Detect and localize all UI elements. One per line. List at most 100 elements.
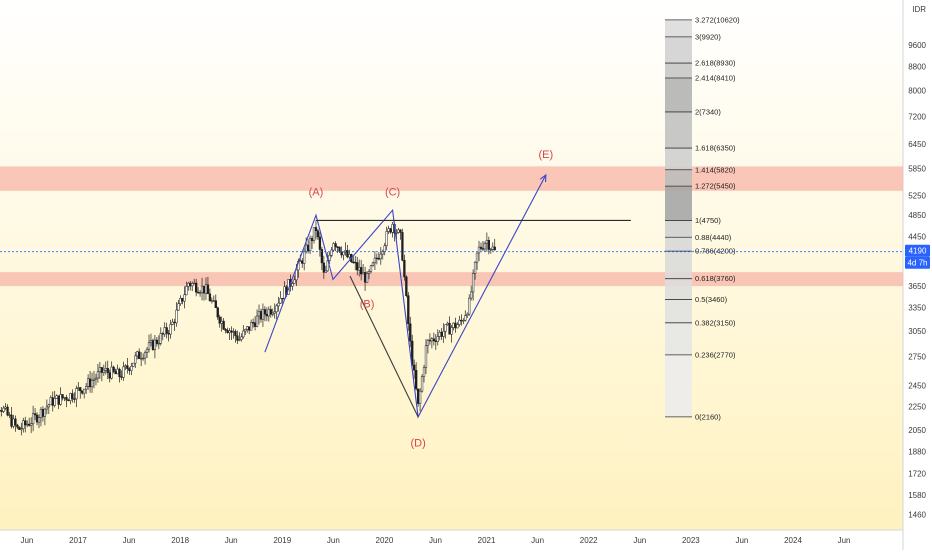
fibonacci-band [665, 220, 692, 238]
candle-body [202, 285, 206, 294]
candle-body [185, 286, 188, 296]
candle-body [420, 376, 424, 392]
candle [185, 281, 188, 296]
candle-body [487, 240, 490, 250]
time-axis[interactable]: Jun 2017 Jun 2018 Jun 2019 Jun 2020 Jun 2021 Jun 20… [20, 536, 850, 545]
plot-background [0, 0, 903, 530]
candle-body [328, 254, 331, 261]
candle-body [169, 324, 172, 335]
candle [456, 322, 459, 329]
candle-body [251, 322, 255, 324]
candle-body [367, 271, 371, 274]
fibonacci-level-label: 1.618(6350) [695, 144, 736, 153]
candle-body [110, 366, 113, 379]
candle-body [112, 366, 115, 372]
candle-body [138, 351, 141, 359]
candle-body [100, 367, 104, 373]
candle [155, 336, 159, 347]
candle-body [452, 322, 455, 328]
candle-body [33, 413, 37, 416]
candle-body [88, 378, 92, 388]
candle [308, 235, 312, 255]
candle-body [275, 305, 278, 313]
candle-body [67, 399, 70, 402]
candle [234, 329, 237, 343]
candle-body [397, 229, 400, 233]
price-axis[interactable]: IDR 9600 8800 8000 7200 6450 5850 5250 4850 4450 4… [908, 5, 926, 520]
candle [324, 265, 327, 273]
candle [59, 387, 62, 406]
price-axis-tick: 2250 [908, 403, 926, 412]
candle [47, 403, 50, 414]
candle-body [403, 260, 406, 278]
time-axis-tick: 2022 [580, 536, 598, 545]
candle-body [387, 228, 390, 232]
candle [371, 261, 375, 267]
candle-body [0, 410, 3, 412]
candle [271, 308, 274, 317]
price-axis-tick: 4850 [908, 211, 926, 220]
time-axis-background[interactable] [0, 530, 903, 550]
candle [263, 306, 267, 322]
candle-body [167, 333, 170, 335]
candle-body [79, 387, 82, 392]
candle [157, 335, 160, 350]
candle-body [454, 322, 457, 329]
fibonacci-level-label: 0.5(3460) [695, 295, 728, 304]
candle-body [407, 295, 410, 324]
candle-body [145, 348, 149, 353]
candle-body [224, 329, 227, 331]
fibonacci-level-label: 0.88(4440) [695, 233, 732, 242]
wave-label: (B) [360, 298, 375, 310]
candle-body [279, 298, 282, 304]
candle-body [141, 357, 145, 360]
candle [458, 315, 461, 327]
candle [356, 256, 359, 276]
candle [216, 306, 219, 320]
candle-body [45, 406, 49, 410]
candle [191, 281, 194, 292]
price-axis-tick: 4450 [908, 233, 926, 242]
candle-body [35, 414, 39, 423]
candle [151, 338, 155, 351]
candle-body [473, 261, 477, 274]
candle-body [477, 246, 481, 254]
candle-body [210, 300, 214, 302]
candle [320, 246, 324, 271]
current-price-badge-box [905, 244, 930, 257]
candle-body [310, 238, 314, 241]
candle-body [0, 410, 1, 412]
candle-body [267, 309, 270, 317]
candle-body [481, 248, 485, 250]
candle [96, 363, 100, 383]
fibonacci-band [665, 237, 692, 252]
candle-body [10, 414, 13, 427]
price-axis-tick: 8800 [908, 63, 926, 72]
candle-body [314, 227, 318, 232]
candle [403, 254, 406, 281]
candle [110, 361, 113, 380]
candle-body [257, 311, 261, 317]
candle-body [381, 251, 384, 255]
price-axis-background[interactable] [903, 0, 932, 550]
candle-body [43, 408, 47, 417]
fibonacci-band [665, 78, 692, 112]
candle-body [405, 276, 408, 296]
candle-body [20, 428, 23, 430]
candle [399, 229, 402, 240]
candle-body [248, 326, 251, 331]
arrow-head-icon [539, 173, 547, 182]
candle [338, 246, 341, 253]
candle [14, 415, 17, 432]
candle [483, 241, 487, 252]
fibonacci-levels: 3.272(10620) 3(9920) 2.618(8930) 2.414(8410… [665, 15, 740, 421]
candle [159, 327, 162, 346]
candle-body [189, 282, 192, 287]
fibonacci-level-label: 1.272(5450) [695, 182, 736, 191]
candle [6, 404, 9, 417]
candle [242, 325, 245, 339]
candle-body [332, 243, 335, 251]
price-axis-tick: 8000 [908, 86, 926, 95]
